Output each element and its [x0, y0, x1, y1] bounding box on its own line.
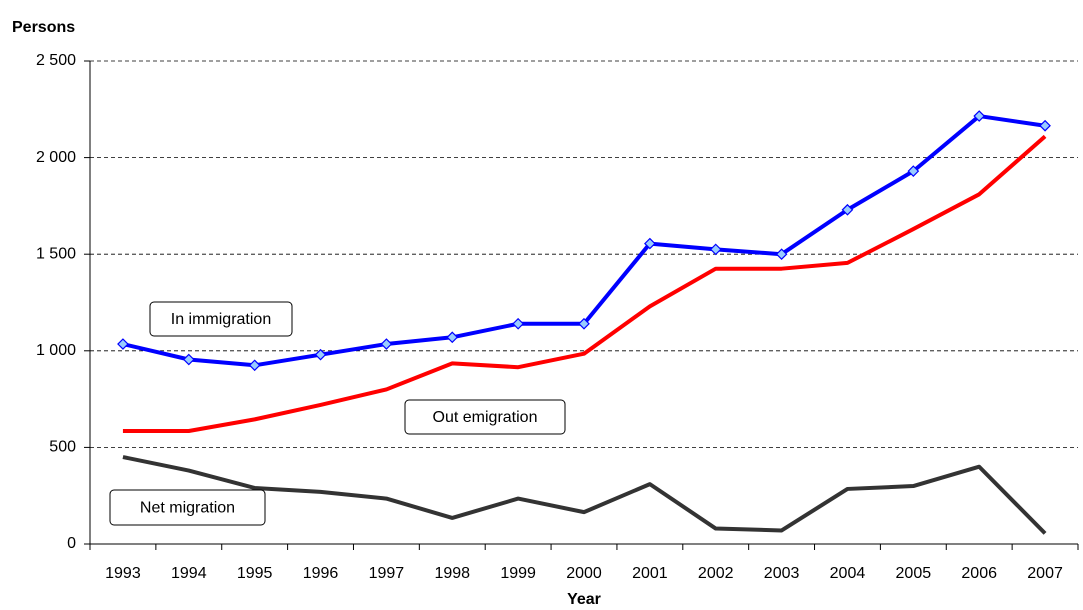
y-tick-label: 1 000 — [36, 342, 76, 359]
x-tick-label: 1993 — [105, 565, 141, 582]
x-tick-label: 2001 — [632, 565, 668, 582]
marker — [578, 317, 590, 330]
marker — [248, 359, 261, 372]
marker — [644, 237, 656, 250]
x-tick-label: 2002 — [698, 565, 734, 582]
marker — [446, 331, 459, 344]
x-tick-label: 1998 — [434, 565, 470, 582]
marker — [182, 353, 195, 366]
marker — [907, 165, 920, 177]
label-box — [109, 489, 266, 526]
y-tick-label: 2 500 — [36, 52, 76, 69]
y-axis-label: Persons — [12, 19, 75, 36]
x-tick-label: 1997 — [369, 565, 405, 582]
series-label: Out emigration — [433, 409, 538, 426]
label-box — [404, 399, 566, 435]
x-tick-label: 2005 — [896, 565, 932, 582]
marker — [841, 203, 854, 216]
x-tick-label: 1995 — [237, 565, 273, 582]
y-tick-label: 500 — [49, 439, 76, 456]
marker — [380, 338, 393, 350]
y-tick-label: 1 500 — [36, 245, 76, 262]
x-tick-label: 1999 — [500, 565, 536, 582]
x-tick-label: 2006 — [961, 565, 997, 582]
label-box — [149, 301, 293, 337]
x-axis-label: Year — [567, 591, 601, 608]
series-label: Net migration — [140, 500, 235, 517]
y-tick-label: 0 — [67, 535, 76, 552]
x-tick-label: 1996 — [303, 565, 339, 582]
marker — [512, 317, 524, 330]
series-line — [122, 455, 1047, 535]
marker — [314, 348, 327, 361]
x-tick-label: 2003 — [764, 565, 800, 582]
marker — [117, 338, 129, 350]
series-label: In immigration — [171, 311, 271, 328]
marker — [709, 243, 722, 256]
series-line — [122, 134, 1047, 433]
x-tick-label: 2000 — [566, 565, 602, 582]
marker — [775, 248, 788, 261]
x-tick-label: 2007 — [1027, 565, 1063, 582]
marker — [973, 110, 986, 122]
marker — [1039, 119, 1051, 132]
y-tick-label: 2 000 — [36, 149, 76, 166]
x-tick-label: 2004 — [830, 565, 866, 582]
x-tick-label: 1994 — [171, 565, 207, 582]
